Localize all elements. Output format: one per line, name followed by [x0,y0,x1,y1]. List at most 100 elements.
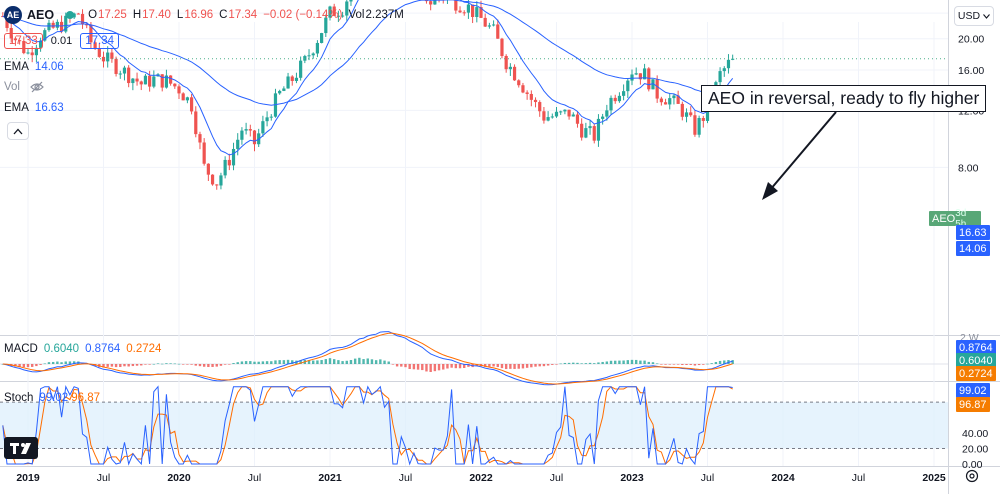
macd-hist-bar-89 [374,360,378,364]
macd-hist-bar-150 [630,359,634,364]
candle-body-119 [500,38,504,56]
macd-hist-bar-48 [202,364,206,367]
macd-hist-bar-174 [731,360,734,364]
eye-off-icon[interactable] [30,81,44,93]
ema1-legend[interactable]: EMA 14.06 [4,61,64,73]
macd-histogram-group [1,357,734,372]
candle-body-23 [97,48,101,57]
macd-hist-bar-88 [370,359,374,364]
candle-body-117 [491,24,496,26]
stoch-tick-label-0: 0.00 [962,459,983,471]
volume-legend[interactable]: Vol [4,81,44,93]
bid-button[interactable]: 17.33 [4,33,43,49]
candle-body-155 [651,79,655,90]
macd-hist-bar-27 [114,364,118,368]
macd-hist-bar-105 [442,364,445,370]
macd-hist-bar-47 [198,364,202,367]
macd-hist-bar-4 [18,364,21,367]
annotation-arrow-line [769,111,837,191]
ema1-price-tag: 14.06 [956,241,990,256]
last-price-symbol: AEO [932,212,956,225]
ema2-legend[interactable]: EMA 16.63 [4,102,64,114]
candle-body-108 [454,0,458,11]
candle-body-27 [114,58,118,74]
macd-line-value: 0.8764 [85,343,121,355]
collapse-legend-button[interactable] [7,122,29,140]
macd-hist-bar-97 [408,364,411,369]
candle-body-50 [210,174,215,185]
candle-body-14 [59,21,64,32]
candle-body-26 [110,52,114,59]
macd-hist-bar-92 [387,361,390,364]
macd-line-tag: 0.8764 [956,340,996,355]
stoch-legend[interactable]: Stoch 99.02 96.87 [4,392,100,404]
macd-hist-bar-128 [538,364,541,367]
candle-body-52 [219,175,223,186]
macd-hist-bar-84 [353,358,357,364]
candle-body-129 [542,111,546,121]
candle-body-8 [34,47,38,56]
macd-hist-bar-58 [244,361,248,364]
stoch-tick-label-2: 40.00 [962,428,988,440]
macd-hist-bar-116 [488,364,491,367]
macd-hist-bar-38 [161,363,164,365]
annotation-callout[interactable]: AEO in reversal, ready to fly higher [701,85,987,112]
candle-body-31 [131,78,135,84]
macd-hist-bar-49 [207,364,210,368]
macd-hist-bar-166 [697,364,701,366]
macd-hist-bar-122 [513,364,516,369]
candle-body-10 [43,30,47,41]
candle-body-171 [718,71,722,83]
macd-hist-bar-151 [634,359,638,364]
macd-hist-bar-28 [119,364,122,368]
candle-body-125 [525,92,529,94]
candle-body-79 [332,6,336,16]
macd-legend[interactable]: MACD 0.6040 0.8764 0.2724 [4,343,161,355]
macd-hist-bar-155 [651,362,655,364]
macd-hist-bar-137 [576,362,579,364]
macd-hist-bar-90 [379,359,382,364]
macd-hist-bar-167 [702,364,705,365]
ema2-value: 16.63 [34,102,64,114]
macd-hist-bar-56 [236,362,239,364]
macd-hist-bar-135 [567,362,571,364]
candle-body-146 [613,97,617,102]
currency-select[interactable]: USD [954,6,994,26]
macd-hist-bar-147 [618,360,621,364]
symbol-name[interactable]: AEO [27,8,55,22]
candle-body-42 [177,86,181,94]
candle-body-172 [722,68,726,72]
candle-body-116 [487,25,491,27]
macd-hist-bar-76 [320,360,323,364]
settings-gear-icon[interactable] [964,468,980,484]
candle-body-137 [575,114,580,124]
macd-hist-bar-31 [131,364,135,367]
macd-hist-bar-160 [672,364,676,365]
candle-body-25 [106,52,110,62]
time-tick-label-3: Jul [248,472,261,484]
candle-body-163 [684,112,689,117]
candle-body-162 [680,103,684,117]
ema-long-line [2,0,733,106]
candle-body-123 [517,80,521,86]
spread-value: 0.01 [50,35,73,47]
stoch-k-line [2,385,733,466]
macd-hist-bar-129 [542,364,546,367]
stoch-name: Stoch [4,392,34,404]
candle-body-114 [479,7,483,18]
candle-body-142 [596,118,601,141]
candle-body-5 [22,41,26,54]
close-label: C [219,9,228,21]
macd-hist-bar-171 [718,360,722,364]
candle-body-15 [64,15,68,32]
macd-hist-bar-104 [437,364,441,371]
macd-hist-bar-118 [496,364,499,368]
candle-body-44 [185,97,189,101]
macd-hist-bar-6 [26,364,30,368]
high-value: 17.40 [142,9,171,21]
ask-button[interactable]: 17.34 [80,33,119,49]
candle-body-148 [622,91,626,96]
time-tick-label-9: Jul [701,472,714,484]
candle-body-138 [580,123,584,138]
